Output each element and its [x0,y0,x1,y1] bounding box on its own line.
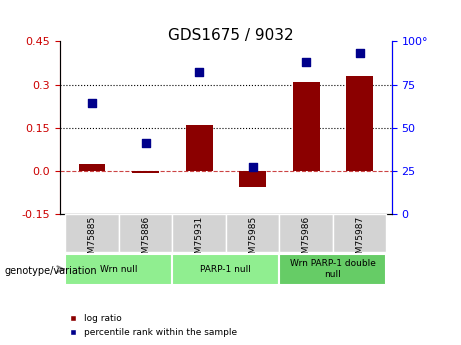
Text: GSM75886: GSM75886 [141,216,150,265]
FancyBboxPatch shape [119,214,172,252]
FancyBboxPatch shape [65,254,172,285]
Text: GSM75986: GSM75986 [301,216,311,265]
Point [356,51,363,56]
Bar [293,82,319,171]
Text: Wrn PARP-1 double
null: Wrn PARP-1 double null [290,259,376,279]
Text: GSM75985: GSM75985 [248,216,257,265]
Text: genotype/variation: genotype/variation [5,266,97,276]
Text: GSM75931: GSM75931 [195,216,204,265]
Legend: log ratio, percentile rank within the sample: log ratio, percentile rank within the sa… [65,311,241,341]
Bar [79,165,106,171]
Point [195,70,203,75]
FancyBboxPatch shape [333,214,386,252]
FancyBboxPatch shape [226,214,279,252]
Text: GSM75885: GSM75885 [88,216,96,265]
FancyBboxPatch shape [279,214,333,252]
Text: GDS1675 / 9032: GDS1675 / 9032 [168,28,293,42]
Bar [346,76,373,171]
Bar [239,171,266,187]
FancyBboxPatch shape [172,214,226,252]
FancyBboxPatch shape [172,254,279,285]
Bar [186,125,213,171]
Point [89,101,96,106]
Point [142,140,149,146]
Text: Wrn null: Wrn null [100,265,137,274]
Text: PARP-1 null: PARP-1 null [201,265,251,274]
FancyBboxPatch shape [65,214,119,252]
FancyBboxPatch shape [279,254,386,285]
Point [302,59,310,65]
Text: GSM75987: GSM75987 [355,216,364,265]
Bar [132,171,159,173]
Point [249,165,256,170]
